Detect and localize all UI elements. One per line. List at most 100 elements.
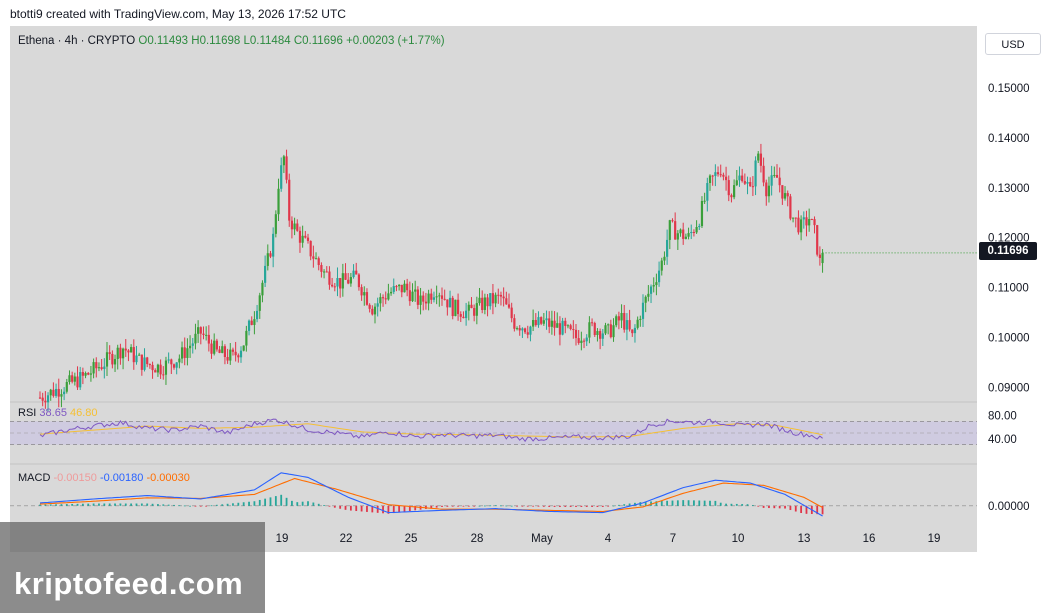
candle-body <box>797 217 800 233</box>
macd-histogram-bar <box>725 503 727 506</box>
candle-body <box>523 328 527 333</box>
macd-histogram-bar <box>483 505 486 507</box>
candle-body <box>534 319 537 326</box>
candle-body <box>328 271 331 285</box>
candle-body <box>692 231 696 233</box>
rsi-line <box>39 418 823 443</box>
candle-body <box>813 219 816 226</box>
candle-body <box>274 214 277 234</box>
macd-histogram-bar <box>360 505 363 512</box>
candle-body <box>502 296 505 299</box>
macd-histogram-bar <box>644 501 647 506</box>
macd-histogram-bar <box>542 505 545 507</box>
candle-body <box>130 347 133 353</box>
macd-name: MACD <box>18 472 51 484</box>
candle-body <box>247 320 251 331</box>
candle-body <box>588 322 591 338</box>
price-tick-6: 0.09000 <box>988 383 1030 395</box>
macd-histogram-bar <box>60 504 63 506</box>
macd-hist-value: -0.00150 <box>53 472 97 484</box>
macd-histogram-bar <box>762 505 765 508</box>
macd-histogram-bar <box>312 502 315 506</box>
candle-body <box>71 375 74 382</box>
candle-body <box>440 295 444 299</box>
candle-body <box>108 352 111 354</box>
candle-body <box>639 318 642 320</box>
macd-histogram-bar <box>698 500 701 506</box>
macd-histogram-bar <box>98 503 100 506</box>
candle-body <box>762 165 765 183</box>
candle-body <box>46 395 50 403</box>
candle-body <box>392 286 395 292</box>
candle-body <box>408 290 411 302</box>
price-axis[interactable] <box>977 26 1047 552</box>
signal-line <box>39 477 823 513</box>
candle-body <box>416 289 419 305</box>
candle-body <box>322 271 326 273</box>
macd-histogram-bar <box>344 505 347 510</box>
candle-body <box>593 322 596 336</box>
candle-body <box>749 182 752 187</box>
price-tick-5: 0.10000 <box>988 333 1030 345</box>
candle-body <box>590 322 594 324</box>
candle-body <box>253 319 256 325</box>
candle-body <box>572 329 575 331</box>
attribution: btotti9 created with TradingView.com, Ma… <box>10 7 346 21</box>
candle-body <box>486 297 489 307</box>
candle-body <box>529 326 532 335</box>
candle-body <box>231 349 235 352</box>
candle-body <box>808 219 811 226</box>
candle-body <box>84 372 87 376</box>
macd-histogram-bar <box>580 505 583 507</box>
close-value: C0.11696 <box>293 35 343 47</box>
candle-body <box>773 174 776 176</box>
currency-button[interactable]: USD <box>985 33 1041 55</box>
candle-body <box>481 297 484 310</box>
candle-body <box>617 316 620 321</box>
macd-histogram-bar <box>403 505 406 512</box>
macd-histogram-bar <box>457 505 459 507</box>
candle-body <box>821 252 824 264</box>
candle-body <box>542 320 545 324</box>
candle-body <box>186 348 189 358</box>
candle-body <box>49 389 52 396</box>
candle-body <box>783 193 787 199</box>
macd-histogram-bar <box>291 500 293 506</box>
candle-body <box>526 332 529 335</box>
price-tick-3: 0.12000 <box>988 233 1030 245</box>
candle-body <box>641 302 645 319</box>
macd-histogram-bar <box>199 505 202 507</box>
macd-histogram-bar <box>800 505 803 514</box>
candle-body <box>767 185 771 197</box>
candle-body <box>162 374 165 376</box>
candle-body <box>317 258 320 266</box>
candle-body <box>564 320 567 326</box>
macd-histogram-bar <box>510 505 513 507</box>
candle-body <box>143 357 146 370</box>
candle-body <box>154 370 157 373</box>
macd-histogram-bar <box>258 499 261 506</box>
candle-body <box>138 354 141 356</box>
change-value: +0.00203 (+1.77%) <box>346 35 445 47</box>
candle-body <box>226 357 229 361</box>
candle-body <box>148 364 151 366</box>
candle-body <box>68 375 71 383</box>
candle-body <box>800 219 803 233</box>
macd-histogram-bar <box>671 500 674 506</box>
candle-body <box>708 175 712 184</box>
macd-histogram-bar <box>162 504 165 506</box>
macd-histogram-bar <box>114 503 116 506</box>
time-tick-7: 10 <box>732 533 745 545</box>
candle-body <box>802 217 805 220</box>
candle-body <box>229 349 232 361</box>
candle-body <box>245 330 248 346</box>
macd-histogram-bar <box>339 505 342 509</box>
macd-histogram-bar <box>398 505 401 513</box>
candle-body <box>816 225 819 255</box>
candle-body <box>347 279 350 284</box>
candle-body <box>754 160 757 187</box>
candle-body <box>684 236 687 239</box>
candle-body <box>599 331 602 339</box>
macd-histogram-bar <box>387 505 390 514</box>
